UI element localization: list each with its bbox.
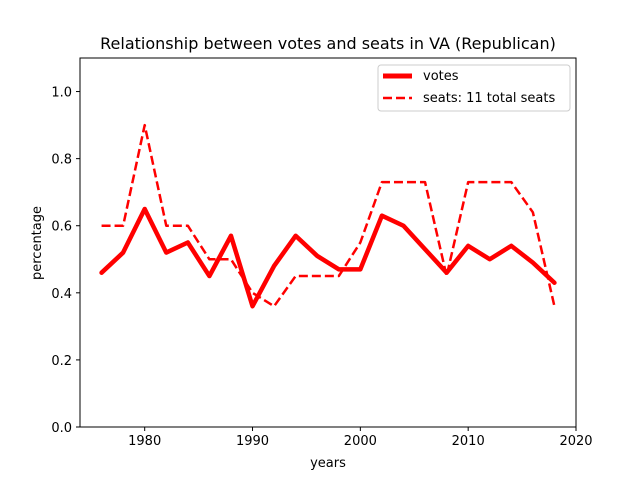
chart-title: Relationship between votes and seats in … xyxy=(100,34,556,53)
x-tick-label: 1990 xyxy=(236,434,269,449)
y-axis-label: percentage xyxy=(30,206,45,280)
y-tick-label: 0.4 xyxy=(51,287,72,302)
y-tick-label: 0.2 xyxy=(51,354,72,369)
y-tick-label: 0.0 xyxy=(51,421,72,436)
plot-frame xyxy=(79,57,577,428)
x-tick-label: 2010 xyxy=(452,434,485,449)
legend: votes seats: 11 total seats xyxy=(377,64,571,112)
legend-votes-label: votes xyxy=(423,69,459,84)
seats-series-line xyxy=(101,123,556,308)
y-axis: 0.0 0.2 0.4 0.6 0.8 1.0 xyxy=(51,86,80,436)
votes-series-line xyxy=(99,206,557,309)
plot-series xyxy=(99,123,557,309)
legend-box xyxy=(377,64,571,112)
x-tick-label: 1980 xyxy=(128,434,161,449)
x-axis-label: years xyxy=(310,456,346,471)
legend-seats-label: seats: 11 total seats xyxy=(423,91,555,106)
x-tick-label: 2000 xyxy=(344,434,377,449)
x-axis: 1980 1990 2000 2010 2020 xyxy=(128,427,593,449)
y-tick-label: 0.6 xyxy=(51,220,72,235)
x-tick-label: 2020 xyxy=(559,434,592,449)
y-tick-label: 0.8 xyxy=(51,153,72,168)
y-tick-label: 1.0 xyxy=(51,86,72,101)
